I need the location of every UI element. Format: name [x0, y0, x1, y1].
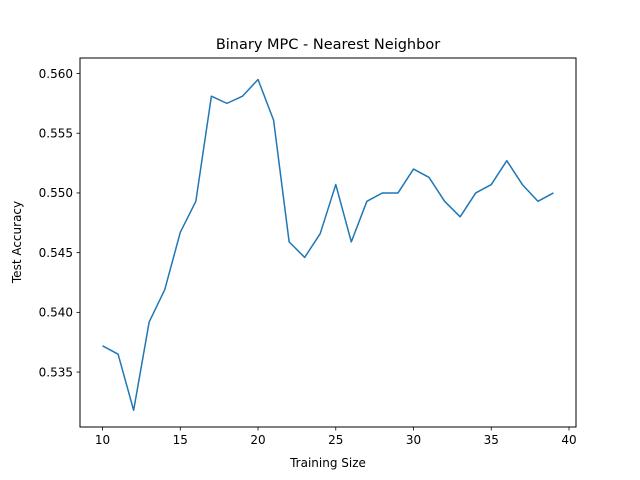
y-axis-ticks: 0.535 0.540 0.545 0.550 0.555 0.560 — [39, 67, 80, 379]
y-tick-label: 0.545 — [39, 246, 73, 260]
x-tick-label: 25 — [328, 433, 343, 447]
y-tick-label: 0.555 — [39, 127, 73, 141]
x-tick-label: 15 — [173, 433, 188, 447]
y-axis-label: Test Accuracy — [10, 201, 24, 284]
x-axis-ticks: 10 15 20 25 30 35 40 — [95, 427, 577, 447]
y-tick-label: 0.550 — [39, 186, 73, 200]
x-tick-label: 30 — [406, 433, 421, 447]
chart-title: Binary MPC - Nearest Neighbor — [216, 37, 440, 53]
series-line-0 — [102, 78, 554, 412]
y-tick-label: 0.535 — [39, 365, 73, 379]
y-tick-label: 0.540 — [39, 306, 73, 320]
x-tick-label: 40 — [561, 433, 576, 447]
x-tick-label: 10 — [95, 433, 110, 447]
x-tick-label: 20 — [250, 433, 265, 447]
axes-frame — [79, 57, 577, 428]
x-axis-label: Training Size — [289, 456, 366, 470]
plot-area — [102, 78, 554, 412]
x-tick-label: 35 — [484, 433, 499, 447]
y-tick-label: 0.560 — [39, 67, 73, 81]
